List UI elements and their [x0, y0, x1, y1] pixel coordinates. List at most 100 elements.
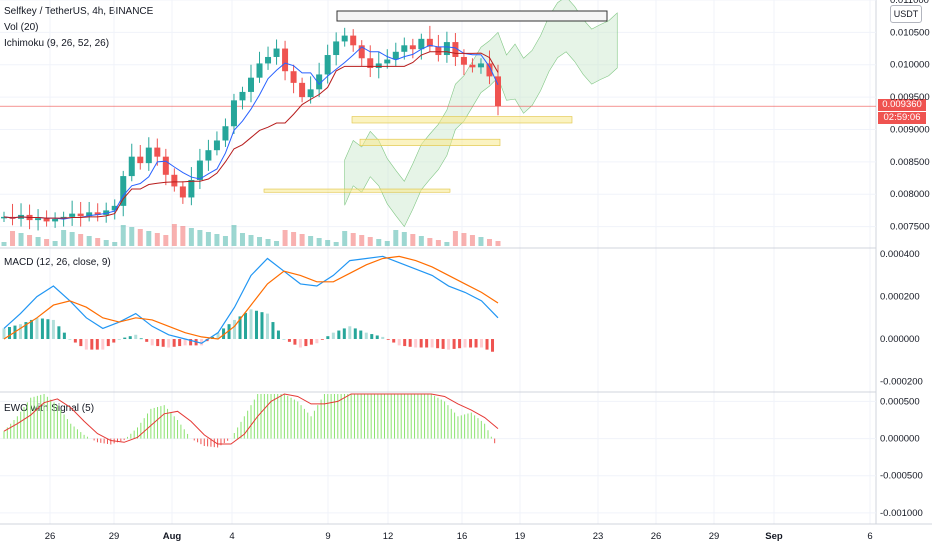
- macd-histogram-bar: [337, 330, 341, 340]
- candle: [265, 56, 272, 64]
- candle: [375, 63, 382, 68]
- candle: [401, 45, 408, 52]
- price-tick-label: 0.008000: [890, 189, 930, 200]
- ewo-tick-label: 0.000500: [880, 396, 920, 407]
- volume-bar: [350, 233, 356, 246]
- candle: [77, 213, 84, 217]
- candle: [103, 210, 110, 215]
- candle: [469, 64, 476, 68]
- volume-bar: [342, 231, 348, 246]
- candle: [162, 156, 169, 175]
- volume-bar: [427, 238, 433, 246]
- candle: [230, 100, 237, 127]
- volume-bar: [188, 228, 194, 246]
- macd-histogram-bar: [491, 339, 495, 352]
- macd-histogram-bar: [260, 312, 264, 340]
- annotation-box: [336, 10, 608, 22]
- candle: [69, 213, 76, 217]
- volume-bar: [299, 234, 305, 246]
- macd-histogram-bar: [24, 322, 28, 340]
- time-tick-label: 6: [867, 531, 872, 542]
- support-zone: [351, 116, 573, 124]
- candle: [145, 147, 152, 164]
- volume-bar: [325, 240, 331, 246]
- support-zone: [263, 188, 451, 193]
- macd-histogram-bar: [441, 339, 445, 349]
- candle: [460, 56, 467, 65]
- candle: [205, 150, 212, 161]
- volume-bar: [239, 233, 245, 246]
- volume-bar: [10, 231, 16, 246]
- volume-bar: [495, 241, 501, 246]
- candle: [86, 212, 93, 217]
- vol-indicator-label[interactable]: Vol (20): [4, 22, 39, 33]
- volume-bar: [393, 230, 399, 246]
- macd-histogram-bar: [95, 339, 99, 350]
- price-tick-label: 0.008500: [890, 157, 930, 168]
- macd-histogram-bar: [29, 319, 33, 340]
- macd-indicator-label[interactable]: MACD (12, 26, close, 9): [4, 257, 111, 268]
- candle: [358, 45, 365, 59]
- candle: [1, 216, 7, 219]
- macd-histogram-bar: [463, 339, 467, 348]
- macd-histogram-bar: [430, 339, 434, 348]
- time-tick-label: Sep: [765, 531, 783, 542]
- volume-bar: [291, 232, 297, 246]
- macd-tick-label: 0.000000: [880, 334, 920, 345]
- volume-bar: [112, 242, 118, 246]
- macd-histogram-bar: [480, 339, 484, 348]
- ichimoku-indicator-label[interactable]: Ichimoku (9, 26, 52, 26): [4, 38, 110, 49]
- price-tick-label: 0.009000: [890, 124, 930, 135]
- macd-histogram-bar: [298, 339, 302, 348]
- time-tick-label: 19: [515, 531, 526, 542]
- macd-histogram-bar: [370, 334, 374, 340]
- candle: [435, 46, 442, 56]
- price-tick-label: 0.007500: [890, 222, 930, 233]
- macd-histogram-bar: [101, 339, 105, 350]
- volume-bar: [27, 235, 33, 246]
- volume-bar: [18, 233, 24, 246]
- macd-histogram-bar: [282, 339, 286, 340]
- tenkan-line: [3, 44, 499, 220]
- time-tick-label: 16: [457, 531, 468, 542]
- volume-bar: [257, 237, 263, 246]
- signal-line: [3, 255, 499, 340]
- macd-histogram-bar: [469, 339, 473, 348]
- macd-histogram-bar: [62, 332, 66, 340]
- macd-histogram-bar: [156, 339, 160, 347]
- volume-bar: [137, 229, 143, 246]
- volume-bar: [205, 232, 211, 246]
- macd-histogram-bar: [397, 339, 401, 346]
- time-tick-label: 4: [229, 531, 234, 542]
- macd-histogram-bar: [106, 339, 110, 347]
- volume-bar: [418, 236, 424, 246]
- macd-histogram-bar: [436, 339, 440, 349]
- candle: [196, 160, 203, 180]
- price-tick-label: 0.010000: [890, 60, 930, 71]
- ewo-indicator-label[interactable]: EWO with Signal (5): [4, 403, 95, 414]
- volume-bar: [35, 237, 41, 246]
- macd-histogram-bar: [112, 339, 116, 343]
- currency-selector[interactable]: USDT: [890, 5, 922, 23]
- candle: [282, 48, 289, 72]
- volume-bar: [384, 241, 390, 246]
- candle: [35, 218, 42, 221]
- volume-bar: [69, 232, 75, 246]
- volume-bar: [248, 235, 254, 246]
- volume-bar: [316, 238, 322, 246]
- macd-histogram-bar: [40, 318, 44, 340]
- macd-histogram-bar: [161, 339, 165, 347]
- macd-histogram-bar: [287, 339, 291, 342]
- volume-bar: [469, 235, 475, 246]
- candle: [154, 147, 161, 157]
- ewo-tick-label: -0.000500: [880, 471, 923, 482]
- ichimoku-cloud: [344, 0, 618, 228]
- last-price-tag: 0.009360: [878, 99, 926, 111]
- candle: [384, 59, 391, 64]
- candle: [426, 38, 433, 47]
- candle: [290, 71, 297, 83]
- macd-line: [3, 255, 499, 344]
- candle: [299, 82, 306, 98]
- macd-histogram-bar: [414, 339, 418, 348]
